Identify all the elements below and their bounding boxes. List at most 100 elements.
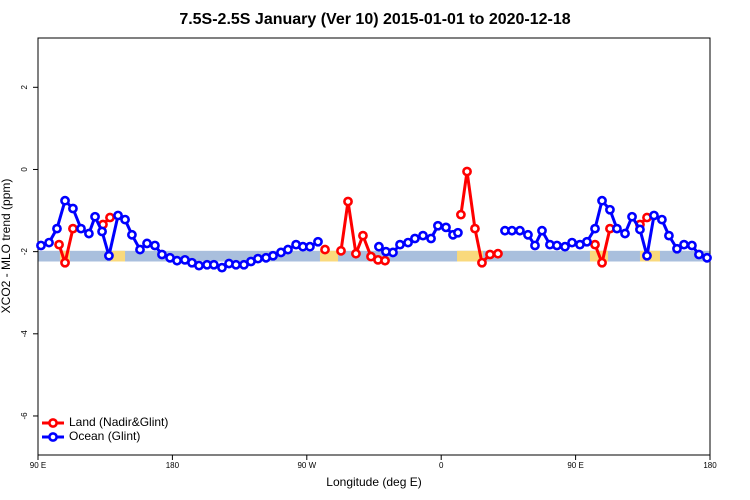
data-point [84,228,94,239]
data-point [403,237,413,248]
data-point [150,240,160,251]
data-point [462,166,472,177]
data-point [52,223,62,234]
data-point [426,233,436,244]
data-point [283,244,293,255]
data-point [358,230,368,241]
data-point [343,196,353,207]
data-point [351,248,361,259]
data-point [104,250,114,261]
data-point [507,225,517,236]
legend-label: Ocean (Glint) [69,429,140,443]
data-point [68,223,78,234]
data-point [395,239,405,250]
data-point [477,257,487,268]
legend-label: Land (Nadir&Glint) [69,415,168,429]
chart-title: 7.5S-2.5S January (Ver 10) 2015-01-01 to… [179,11,570,28]
data-point [36,240,46,251]
data-point [679,239,689,250]
data-point [231,259,241,270]
data-point [113,210,123,221]
land-segment [319,250,339,262]
data-point [320,244,330,255]
x-tick-label: 90 W [297,461,316,470]
data-point [157,249,167,260]
data-point [456,209,466,220]
data-point [694,249,704,260]
data-point [60,195,70,206]
data-point [135,244,145,255]
x-axis-label: Longitude (deg E) [326,475,421,489]
data-point [60,257,70,268]
data-point [194,260,204,271]
data-point [90,211,100,222]
data-point [552,240,562,251]
data-point [485,249,495,260]
data-point [217,262,227,273]
data-point [530,240,540,251]
data-point [172,255,182,266]
data-point [97,226,107,237]
y-tick-label: 2 [20,85,29,90]
land-segment [59,250,70,262]
y-axis-label: XCO2 - MLO trend (ppm) [0,179,13,314]
data-point [441,222,451,233]
data-point [209,259,219,270]
data-point [380,255,390,266]
data-point [313,236,323,247]
data-point [54,239,64,250]
data-point [68,203,78,214]
data-point [649,210,659,221]
data-point [470,223,480,234]
data-point [493,248,503,259]
x-tick-label: 90 E [567,461,583,470]
y-tick-label: -2 [20,248,29,256]
data-point [388,247,398,258]
data-point [433,220,443,231]
data-point [142,238,152,249]
data-point [590,239,600,250]
x-tick-label: 180 [703,461,717,470]
data-point [268,250,278,261]
data-point [597,257,607,268]
data-point [537,225,547,236]
x-tick-label: 0 [439,461,444,470]
x-tick-label: 90 E [30,461,46,470]
legend-marker [48,432,58,442]
data-point [305,241,315,252]
data-point [605,204,615,215]
data-point [702,252,712,263]
data-point [567,237,577,248]
data-point [687,240,697,251]
data-point [612,223,622,234]
data-point [597,195,607,206]
x-tick-label: 180 [166,461,180,470]
data-point [642,250,652,261]
data-point [514,225,525,236]
y-tick-label: 0 [20,167,29,172]
land-segment [457,250,484,262]
data-point [560,241,570,252]
data-point [418,230,428,241]
data-point [336,245,346,256]
data-point [453,227,463,238]
data-point [76,223,86,234]
data-point [664,230,674,241]
legend-marker [48,418,58,428]
data-point [44,237,54,248]
land-segment [109,250,126,262]
data-point [374,241,384,252]
data-point [127,229,137,240]
data-point [582,236,592,247]
data-point [120,214,130,225]
data-point [523,229,533,240]
data-point [620,228,630,239]
data-point [105,212,115,223]
data-point [627,211,637,222]
y-tick-label: -4 [20,330,29,338]
data-point [657,214,667,225]
y-tick-label: -6 [20,412,29,420]
data-point [590,223,600,234]
data-point [410,233,420,244]
